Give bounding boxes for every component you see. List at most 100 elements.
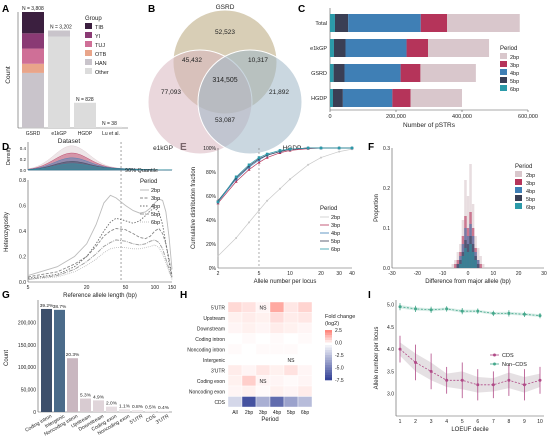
tick-label: 2 <box>414 419 417 425</box>
heatmap-cell <box>283 396 299 408</box>
tick-label: 50 <box>123 285 129 291</box>
legend-label: 5bp <box>510 79 519 85</box>
tick-label: 4.5 <box>387 325 394 331</box>
heatmap-cell <box>241 322 257 334</box>
data-point <box>429 369 433 373</box>
histogram-bar <box>469 244 472 268</box>
heatmap-cell <box>297 343 313 355</box>
histogram-bar <box>476 264 480 268</box>
legend-title: Group <box>85 16 102 22</box>
tick-label: 0 <box>33 410 36 416</box>
heatmap-cell <box>283 364 299 376</box>
venn-circle-hgdp <box>197 49 303 155</box>
legend-label: 6bp <box>526 205 535 211</box>
bar-segment <box>447 14 520 32</box>
tick-label: 20% <box>206 242 217 248</box>
bar-segment <box>330 89 333 107</box>
region-count: 77,093 <box>161 89 181 96</box>
tick-label: -30 <box>388 271 395 277</box>
legend-gradient <box>325 357 332 361</box>
data-point <box>398 305 402 309</box>
tick-label: 40% <box>206 218 217 224</box>
legend-swatch <box>500 77 507 83</box>
series-line-5bp <box>27 239 173 280</box>
heatmap-cell <box>283 312 299 324</box>
region-count: 21,892 <box>269 89 289 96</box>
legend-swatch <box>85 23 92 29</box>
region-count: 314,505 <box>212 77 237 84</box>
data-point <box>476 309 480 313</box>
heatmap-cell <box>297 333 313 345</box>
tick-label: e1kGP <box>51 131 67 137</box>
legend-gradient <box>325 362 332 366</box>
heatmap-cell <box>227 364 243 376</box>
panel-g-chart: 39.2%Coding intron38.7%Intergenic20.3%No… <box>4 300 172 438</box>
heatmap-cell <box>255 322 271 334</box>
legend-swatch-point <box>493 362 496 366</box>
bar-segment <box>100 126 122 128</box>
legend-gradient <box>325 372 332 376</box>
data-point <box>279 187 282 190</box>
y-axis-label: Allele number per locus <box>374 327 380 390</box>
row-label: Noncoding intron <box>187 347 225 353</box>
series-line <box>399 306 541 316</box>
data-point <box>247 163 251 167</box>
legend-tick: -2.5 <box>335 353 344 359</box>
value-label: 2.0% <box>106 401 118 407</box>
tick-label: 10 <box>491 271 497 277</box>
category-label: Total <box>315 21 327 27</box>
row-label: CDS <box>214 400 225 406</box>
tick-label: 5 <box>461 419 464 425</box>
legend-title: Period <box>500 46 517 52</box>
category-label: 5'UTR <box>129 413 144 425</box>
ns-label: NS <box>260 305 268 311</box>
density-area <box>27 163 173 171</box>
heatmap-cell <box>241 301 257 313</box>
x-axis-label: LOEUF decile <box>451 427 489 433</box>
heatmap-cell <box>269 354 285 366</box>
tick-label: 0.0 <box>383 266 390 272</box>
legend-label: 3bp <box>331 223 340 229</box>
legend-swatch <box>500 53 507 59</box>
bar-segment <box>22 33 44 49</box>
bar <box>145 410 156 412</box>
legend-label: CDS <box>502 353 514 359</box>
data-point <box>319 156 322 159</box>
legend-label: Non−CDS <box>502 362 527 368</box>
legend-gradient <box>325 332 332 336</box>
tick-label: 40 <box>349 271 355 277</box>
legend-gradient <box>325 342 332 346</box>
tick-label: 20 <box>84 285 90 291</box>
legend-label: 6bp <box>151 220 160 226</box>
row-label: Upstream <box>203 316 225 322</box>
region-count: 52,523 <box>215 29 235 36</box>
heatmap-cell <box>255 333 271 345</box>
histogram-bar <box>451 264 455 268</box>
data-point <box>216 200 220 204</box>
legend-swatch <box>515 179 522 185</box>
data-point <box>491 311 495 315</box>
series-line-2bp <box>27 194 173 277</box>
legend-swatch <box>515 187 522 193</box>
legend-label: 3bp <box>151 196 160 202</box>
data-point <box>445 378 449 382</box>
legend-tick: -5.0 <box>335 366 344 372</box>
data-point <box>522 383 526 387</box>
data-point <box>414 307 418 311</box>
legend-label: 2bp <box>331 215 340 221</box>
bar-segment <box>330 39 334 57</box>
heatmap-cell <box>255 312 271 324</box>
heatmap-cell <box>241 333 257 345</box>
legend-label: 4bp <box>526 189 535 195</box>
heatmap-cell <box>227 396 243 408</box>
category-label: 3'UTR <box>155 413 170 425</box>
histogram-bar <box>459 264 462 268</box>
heatmap-cell <box>297 354 313 366</box>
data-point <box>248 221 251 224</box>
tick-label: 80% <box>206 170 217 176</box>
legend-label: 3bp <box>526 181 535 187</box>
data-point <box>460 309 464 313</box>
tick-label: 0.4 <box>20 146 27 151</box>
tick-label: Lu et al. <box>102 131 120 137</box>
col-label: 2bp <box>245 410 254 416</box>
